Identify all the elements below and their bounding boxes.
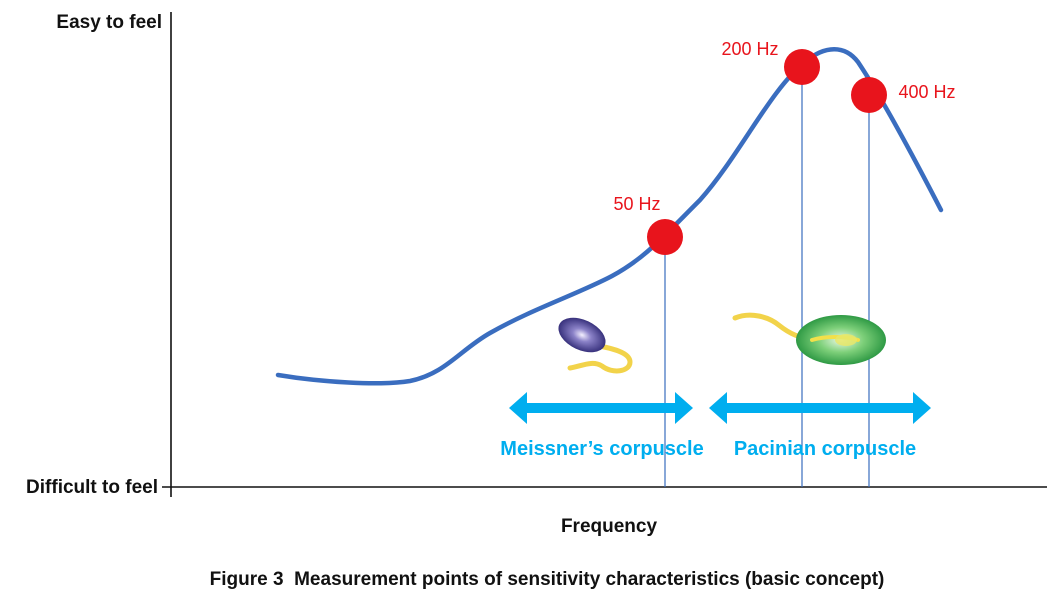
pacinian-corpuscle-icon: [732, 312, 886, 365]
y-axis-top-label: Easy to feel: [56, 12, 162, 33]
point-label-200hz: 200 Hz: [721, 39, 778, 59]
point-200hz: [784, 49, 820, 85]
point-400hz: [851, 77, 887, 113]
figure-caption: Figure 3 Measurement points of sensitivi…: [210, 569, 885, 590]
meissner-range-arrow: [509, 392, 693, 424]
x-axis-label: Frequency: [561, 516, 658, 537]
pacinian-range-label: Pacinian corpuscle: [734, 438, 916, 460]
y-axis-bottom-label: Difficult to feel: [26, 477, 158, 498]
pacinian-range-arrow: [709, 392, 931, 424]
meissner-range-label: Meissner’s corpuscle: [500, 438, 703, 460]
point-label-50hz: 50 Hz: [613, 194, 660, 214]
point-50hz: [647, 219, 683, 255]
meissner-corpuscle-icon: [558, 317, 633, 374]
point-label-400hz: 400 Hz: [898, 82, 955, 102]
